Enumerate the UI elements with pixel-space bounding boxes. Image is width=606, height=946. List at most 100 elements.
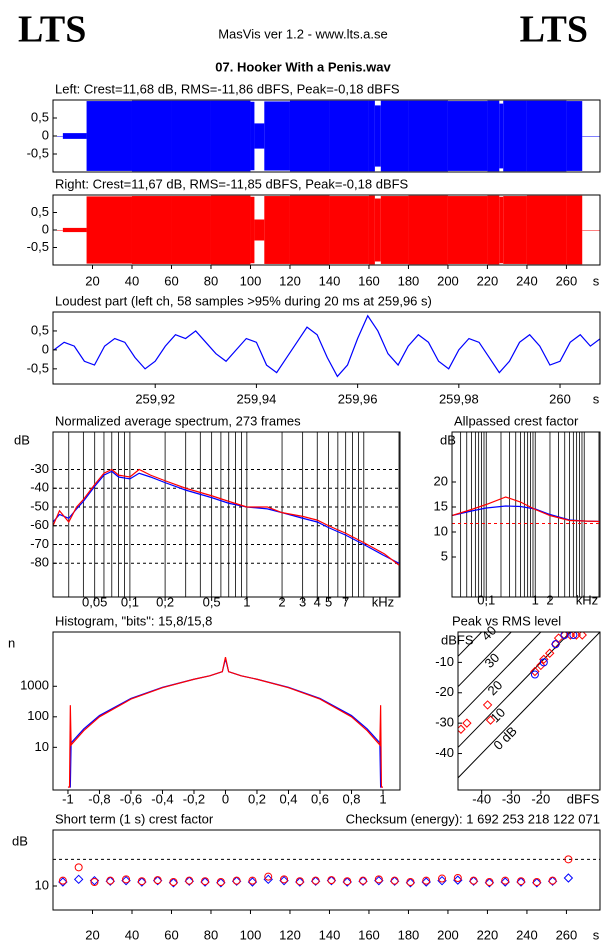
marker (485, 878, 494, 886)
x-tick-label: 1 (379, 791, 386, 806)
diagonal (458, 632, 600, 779)
plot-frame (457, 631, 601, 791)
marker (232, 876, 241, 885)
x-tick-label: -1 (62, 791, 74, 806)
plot-frame (52, 631, 401, 791)
plot-frame (52, 311, 601, 385)
y-tick-label: -0,5 (27, 239, 49, 254)
waveform-envelope (380, 100, 409, 172)
marker (462, 718, 472, 728)
x-axis-label: kHz (372, 594, 394, 609)
y-axis-label: dBFS (441, 632, 474, 647)
panel-title: Loudest part (left ch, 58 samples >95% d… (55, 293, 432, 308)
marker (184, 876, 194, 886)
data-line (452, 496, 600, 523)
x-tick-label: 140 (319, 273, 341, 288)
x-tick-label: 100 (240, 273, 262, 288)
marker (358, 876, 368, 886)
y-tick-label: -30 (435, 715, 454, 730)
marker (295, 877, 305, 887)
waveform-envelope (86, 101, 132, 171)
marker (390, 876, 399, 885)
waveform-envelope (289, 195, 330, 265)
x-tick-label: 2 (278, 594, 285, 609)
diagonal (458, 632, 542, 718)
x-tick-label: 1 (243, 594, 250, 609)
y-tick-label: 100 (27, 708, 49, 723)
marker (484, 878, 495, 888)
marker (153, 876, 162, 885)
panel-title: Normalized average spectrum, 273 frames (55, 413, 301, 428)
x-tick-label: 120 (279, 273, 301, 288)
marker (482, 700, 493, 710)
marker (422, 876, 431, 885)
marker (185, 876, 194, 885)
y-tick-label: 0 (42, 221, 49, 236)
marker (359, 876, 368, 885)
y-tick-label: 1000 (20, 678, 49, 693)
x-tick-label: 100 (240, 927, 262, 942)
file-name: 07. Hooker With a Penis.wav (215, 59, 391, 74)
marker (437, 875, 447, 886)
y-tick-label: -80 (30, 555, 49, 570)
waveform-envelope (487, 100, 500, 172)
marker (500, 877, 510, 887)
x-tick-label: 0,5 (203, 594, 221, 609)
marker (501, 876, 510, 885)
marker (563, 873, 574, 883)
x-tick-label: 40 (125, 927, 139, 942)
waveform-envelope (210, 195, 251, 265)
waveform-envelope (254, 123, 265, 149)
marker (532, 878, 541, 886)
x-tick-label: -0,8 (88, 791, 110, 806)
marker (137, 877, 147, 887)
marker (389, 876, 400, 886)
marker (453, 875, 463, 885)
marker (343, 877, 352, 886)
x-tick-label: -20 (531, 791, 550, 806)
marker (105, 876, 115, 886)
marker (342, 877, 352, 887)
waveform-envelope (250, 196, 255, 264)
diagonal (458, 632, 512, 688)
logo-right: LTS (520, 9, 588, 51)
waveform-envelope (408, 100, 448, 172)
waveform-envelope (499, 196, 504, 264)
marker (469, 876, 478, 885)
marker (548, 876, 557, 885)
waveform-envelope (526, 195, 567, 265)
marker (74, 863, 83, 872)
x-tick-label: 120 (279, 927, 301, 942)
waveform-envelope (566, 195, 583, 265)
waveform-envelope (53, 230, 63, 231)
marker (421, 877, 431, 887)
y-tick-label: -0,5 (27, 360, 49, 375)
plot-frame (52, 194, 601, 266)
y-tick-label: -0,5 (27, 145, 49, 160)
x-tick-label: 259,96 (338, 391, 378, 406)
y-tick-label: -10 (435, 654, 454, 669)
waveform-envelope (329, 100, 369, 172)
marker (231, 876, 242, 886)
x-tick-label: 160 (358, 927, 380, 942)
marker (547, 876, 558, 886)
plot-frame (451, 431, 601, 598)
marker (569, 632, 578, 640)
x-tick-label: 220 (477, 927, 499, 942)
waveform-envelope (62, 227, 87, 233)
waveform-envelope (447, 196, 488, 264)
marker (137, 877, 146, 886)
x-tick-label: 80 (204, 927, 218, 942)
y-tick-label: 10 (35, 739, 49, 754)
marker (121, 875, 131, 886)
panel-title: Histogram, "bits": 15,8/15,8 (55, 613, 212, 628)
marker (73, 874, 84, 885)
y-tick-label: -60 (30, 517, 49, 532)
panel-title: Allpassed crest factor (454, 413, 579, 428)
y-tick-label: -30 (30, 461, 49, 476)
waveform-envelope (368, 195, 375, 265)
x-tick-label: 220 (477, 273, 499, 288)
x-tick-label: 80 (204, 273, 218, 288)
x-axis-label: s (593, 391, 600, 406)
